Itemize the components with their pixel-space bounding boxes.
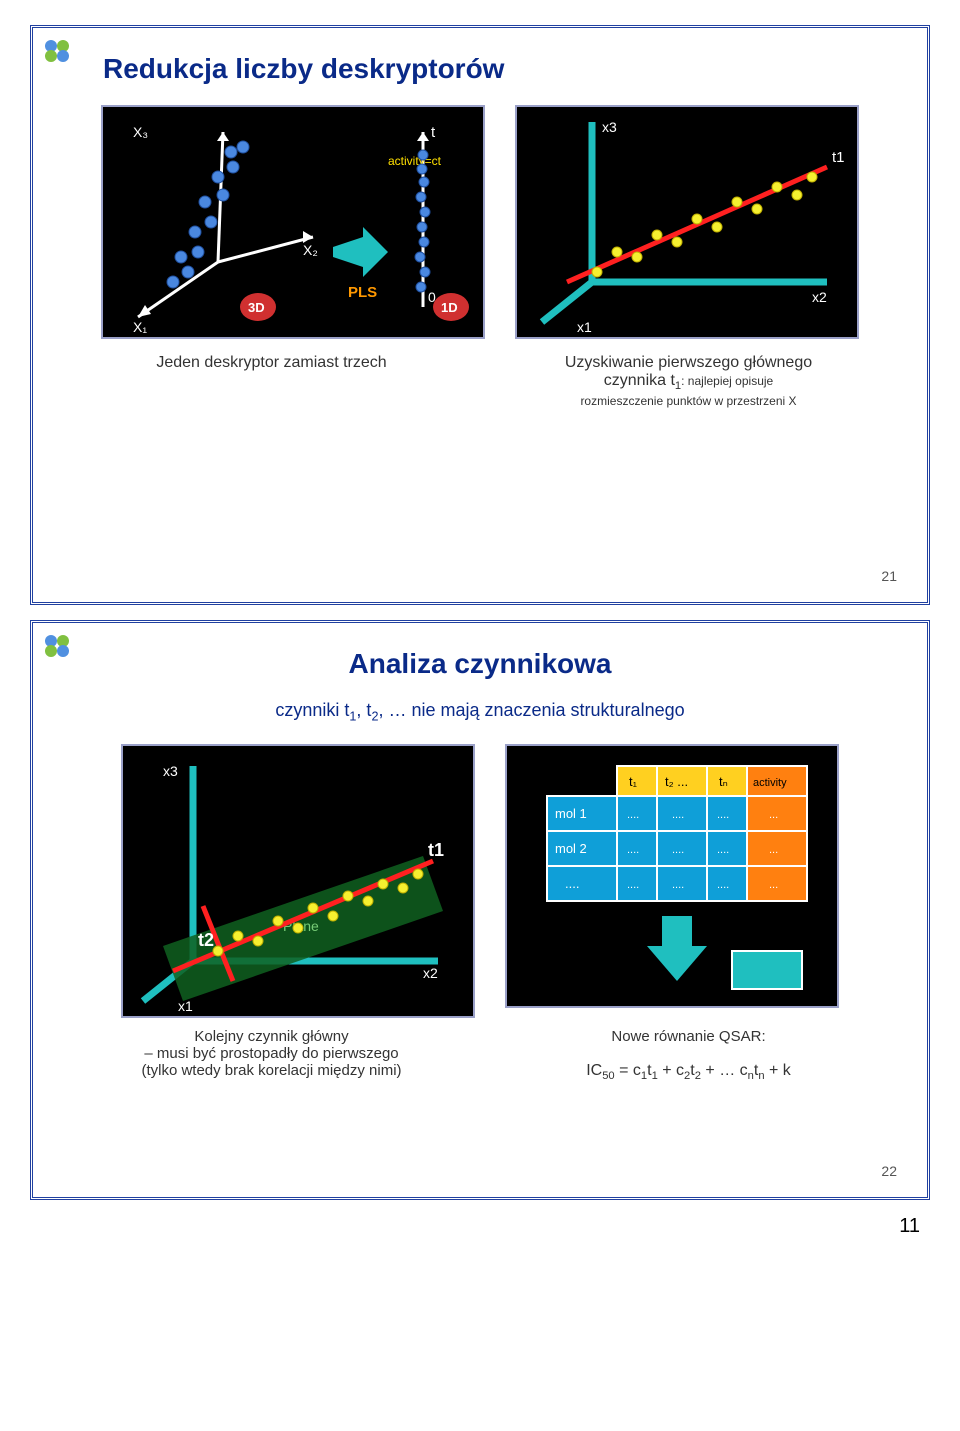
eq-text: + … c [701, 1062, 748, 1079]
svg-text:t1: t1 [428, 840, 444, 860]
caption-right: Nowe równanie QSAR: IC50 = c1t1 + c2t2 +… [501, 1028, 876, 1082]
page: Redukcja liczby deskryptorów X₁ X₂ X₃ [0, 0, 960, 1268]
svg-text:tₙ: tₙ [719, 774, 728, 789]
equation: IC50 = c1t1 + c2t2 + … cntn + k [586, 1062, 791, 1079]
svg-text:activity: activity [753, 777, 787, 789]
figure-3d-to-1d: X₁ X₂ X₃ 3D [101, 105, 485, 339]
slide-title: Redukcja liczby deskryptorów [103, 53, 897, 85]
svg-text:x2: x2 [812, 289, 827, 305]
svg-text:x3: x3 [602, 119, 617, 135]
caption-row: Jeden deskryptor zamiast trzech Uzyskiwa… [63, 354, 897, 410]
caption-right: Uzyskiwanie pierwszego głównego czynnika… [501, 354, 876, 410]
caption-text: czynnika t [604, 372, 675, 389]
slide-subtitle: czynniki t1, t2, … nie mają znaczenia st… [63, 700, 897, 724]
svg-text:PLS: PLS [348, 284, 377, 301]
figure-row: X₁ X₂ X₃ 3D [63, 105, 897, 339]
slide-title: Analiza czynnikowa [63, 648, 897, 680]
eq-text: + k [765, 1062, 791, 1079]
caption-text: Uzyskiwanie pierwszego głównego [565, 354, 812, 371]
figure-table: t₁ t₂ ... tₙ activity mol 1 mol 2 .... [505, 744, 839, 1008]
svg-text:x1: x1 [577, 319, 592, 335]
svg-text:....: .... [627, 879, 639, 891]
eq-text: + c [658, 1062, 684, 1079]
eq-text: IC [586, 1062, 602, 1079]
svg-text:....: .... [717, 879, 729, 891]
logo-icon [41, 631, 81, 661]
svg-text:x2: x2 [423, 965, 438, 981]
svg-text:....: .... [672, 844, 684, 856]
svg-text:....: .... [717, 809, 729, 821]
bottom-caption-row: Kolejny czynnik główny – musi być prosto… [63, 1028, 897, 1082]
svg-text:x1: x1 [178, 998, 193, 1014]
svg-text:...: ... [769, 879, 778, 891]
svg-text:...: ... [769, 809, 778, 821]
figure-row: x1 x2 x3 Plane t1 t2 [63, 744, 897, 1018]
figure-plane: x1 x2 x3 Plane t1 t2 [121, 744, 475, 1018]
svg-text:t₁: t₁ [629, 774, 638, 789]
svg-text:mol 1: mol 1 [555, 806, 587, 821]
caption-text: rozmieszczenie punktów w przestrzeni X [580, 394, 796, 408]
svg-text:t₂ ...: t₂ ... [665, 774, 688, 789]
caption-text: : najlepiej opisuje [681, 374, 773, 388]
svg-text:....: .... [717, 844, 729, 856]
caption-text: – musi być prostopadły do pierwszego [144, 1045, 398, 1062]
caption-text: Nowe równanie QSAR: [611, 1028, 765, 1045]
slide-21: Redukcja liczby deskryptorów X₁ X₂ X₃ [30, 25, 930, 605]
svg-text:....: .... [627, 844, 639, 856]
logo-icon [41, 36, 81, 66]
slide-22: Analiza czynnikowa czynniki t1, t2, … ni… [30, 620, 930, 1200]
svg-text:X₃: X₃ [133, 124, 148, 140]
caption-left: Kolejny czynnik główny – musi być prosto… [84, 1028, 459, 1079]
eq-text: = c [615, 1062, 641, 1079]
svg-text:activity=ct: activity=ct [388, 154, 442, 168]
svg-text:x3: x3 [163, 763, 178, 779]
svg-text:3D: 3D [248, 300, 265, 315]
svg-text:t1: t1 [832, 149, 845, 166]
slide-number: 22 [881, 1163, 897, 1179]
svg-text:X₁: X₁ [133, 319, 147, 335]
slide-number: 21 [881, 568, 897, 584]
subtitle-text: , … nie mają znaczenia strukturalnego [378, 700, 684, 720]
svg-text:....: .... [627, 809, 639, 821]
subtitle-text: czynniki t [275, 700, 349, 720]
subtitle-text: , t [356, 700, 371, 720]
svg-text:....: .... [672, 809, 684, 821]
caption-text: Kolejny czynnik główny [194, 1028, 348, 1045]
page-number: 11 [0, 1215, 920, 1238]
svg-text:1D: 1D [441, 300, 458, 315]
caption-text: (tylko wtedy brak korelacji między nimi) [141, 1062, 401, 1079]
svg-text:...: ... [769, 844, 778, 856]
figure-pc1: x1 x2 x3 t1 [515, 105, 859, 339]
svg-text:t2: t2 [198, 930, 214, 950]
caption-left: Jeden deskryptor zamiast trzech [84, 354, 459, 410]
svg-text:....: .... [565, 876, 579, 891]
svg-text:mol 2: mol 2 [555, 841, 587, 856]
svg-text:X₂: X₂ [303, 242, 318, 258]
svg-text:....: .... [672, 879, 684, 891]
